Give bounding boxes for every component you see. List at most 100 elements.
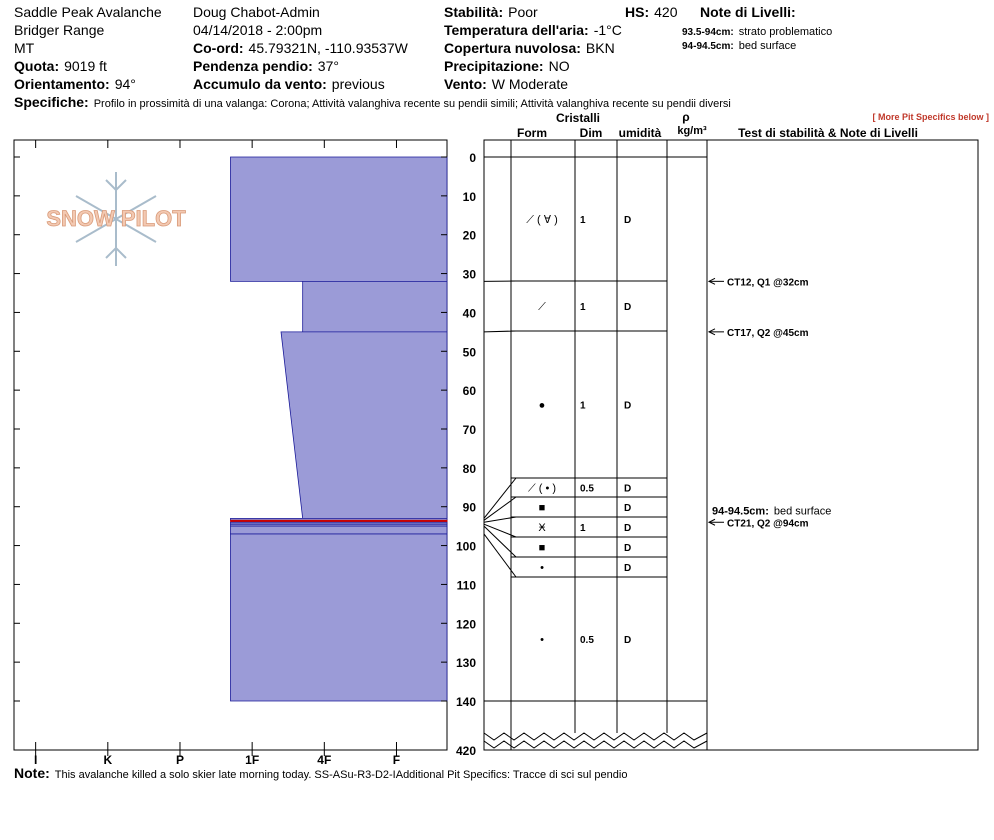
grain-form: •: [540, 562, 544, 574]
field-value: Doug Chabot-Admin: [193, 4, 320, 20]
y-tick-label: 10: [463, 190, 477, 204]
snow-layer: [230, 156, 448, 282]
field-label: Pendenza pendio:: [193, 58, 313, 74]
field-label: Note:: [14, 765, 50, 781]
grain-form: ●: [539, 400, 546, 412]
y-tick-label: 100: [456, 540, 476, 554]
y-tick-label: 110: [457, 578, 477, 592]
field-value: 04/14/2018 - 2:00pm: [193, 22, 322, 38]
row-connector: [483, 330, 517, 333]
grain-form: •: [540, 634, 544, 646]
row-connector: [483, 477, 517, 519]
field-value: -1°C: [594, 22, 622, 38]
moisture: D: [624, 484, 631, 495]
moisture: D: [624, 503, 631, 514]
row-connector: [483, 525, 517, 558]
y-tick-label: 140: [456, 695, 476, 709]
row-connector: [483, 533, 517, 578]
field-value: Poor: [508, 4, 538, 20]
field-value: NO: [549, 58, 570, 74]
column-header: umidità: [619, 126, 662, 140]
field-value: Bridger Range: [14, 22, 104, 38]
note-range: 94-94.5cm:: [712, 505, 769, 517]
y-tick-label: 120: [456, 617, 476, 631]
field-label: Note di Livelli:: [700, 4, 796, 20]
snowflake: [75, 172, 157, 266]
moisture: D: [624, 563, 631, 574]
crystal-table-frame: [483, 139, 708, 751]
y-tick-label: 50: [463, 345, 477, 359]
field-label: Co-ord:: [193, 40, 244, 56]
field-label: Quota:: [14, 58, 59, 74]
field-value: 37°: [318, 58, 339, 74]
test-arrowhead: [707, 277, 716, 285]
grain-size: 0.5: [580, 484, 594, 495]
y-tick-label: 90: [463, 501, 477, 515]
field-value: previous: [332, 76, 385, 92]
field-value: MT: [14, 40, 35, 56]
y-tick-label: 0: [469, 151, 476, 165]
row-connector: [483, 523, 517, 538]
moisture: D: [624, 302, 631, 313]
grain-form: ⟋ ( • ): [528, 483, 556, 495]
grain-form: ⟋ ( ∀ ): [526, 214, 558, 226]
grain-form: Ӿ: [538, 522, 546, 534]
grain-size: 1: [580, 523, 586, 534]
moisture: D: [624, 523, 631, 534]
field-value: This avalanche killed a solo skier late …: [55, 769, 628, 781]
x-tick-label: K: [103, 753, 112, 767]
y-tick-label: 80: [463, 462, 477, 476]
field-value: 45.79321N, -110.93537W: [249, 40, 409, 56]
column-header: kg/m³: [677, 125, 707, 137]
field-label: 93.5-94cm:: [682, 27, 734, 38]
snow-layer: [230, 525, 448, 535]
field-label: Temperatura dell'aria:: [444, 22, 589, 38]
y-tick-label: 60: [463, 384, 477, 398]
snow-layer: [230, 533, 448, 702]
grain-size: 1: [580, 401, 586, 412]
more-specifics: [ More Pit Specifics below ]: [872, 112, 989, 122]
field-value: 94°: [115, 76, 136, 92]
y-tick-label: 70: [463, 423, 477, 437]
field-label: Specifiche:: [14, 94, 89, 110]
column-header: Form: [517, 126, 547, 140]
field-label: Stabilità:: [444, 4, 503, 20]
grain-size: 1: [580, 215, 586, 226]
grain-form: ■: [539, 502, 546, 514]
y-tick-label: 30: [463, 268, 477, 282]
x-tick-label: F: [393, 753, 400, 767]
column-header: Test di stabilità & Note di Livelli: [738, 126, 918, 140]
field-value: Profilo in prossimità di una valanga: Co…: [94, 98, 731, 110]
field-value: BKN: [586, 40, 615, 56]
test-label: CT17, Q2 @45cm: [727, 328, 809, 339]
column-header: Dim: [580, 126, 603, 140]
field-label: Orientamento:: [14, 76, 110, 92]
field-label: 94-94.5cm:: [682, 41, 734, 52]
field-label: Precipitazione:: [444, 58, 544, 74]
column-header: ρ: [682, 110, 689, 124]
tests-frame: [706, 139, 979, 751]
y-tick-label: 130: [456, 656, 476, 670]
moisture: D: [624, 543, 631, 554]
note-text: bed surface: [774, 505, 831, 517]
snow-layer: [280, 331, 448, 519]
field-label: Vento:: [444, 76, 487, 92]
field-value: Saddle Peak Avalanche: [14, 4, 162, 20]
grain-form: ■: [539, 542, 546, 554]
logo: SNOW PILOT: [46, 206, 186, 231]
field-label: Accumulo da vento:: [193, 76, 327, 92]
y-tick-label: 20: [463, 229, 477, 243]
moisture: D: [624, 401, 631, 412]
test-label: CT12, Q1 @32cm: [727, 277, 809, 288]
x-tick-label: 1F: [245, 753, 259, 767]
grain-size: 1: [580, 302, 586, 313]
field-label: HS:: [625, 4, 649, 20]
x-tick-label: I: [34, 753, 37, 767]
hs-axis-label: 420: [456, 744, 476, 758]
field-value: 420: [654, 4, 678, 20]
x-tick-label: P: [176, 753, 184, 767]
moisture: D: [624, 635, 631, 646]
x-tick-label: 4F: [317, 753, 331, 767]
test-arrowhead: [707, 328, 716, 336]
